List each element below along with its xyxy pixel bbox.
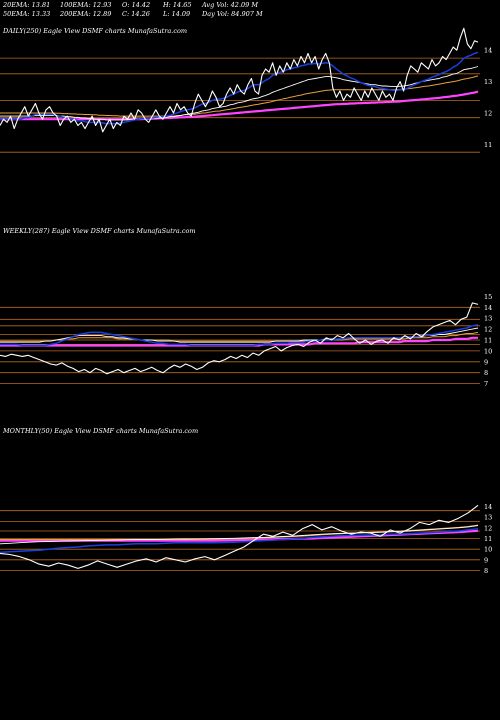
ema200-stat: 200EMA: 12.89: [60, 10, 112, 18]
daily-y-tick-1: 12: [484, 110, 492, 118]
monthly-y-tick-6: 14: [484, 503, 492, 511]
weekly-y-tick-1: 8: [484, 369, 488, 377]
monthly-y-tick-3: 11: [484, 535, 492, 543]
daily-y-tick-0: 11: [484, 141, 492, 149]
weekly-y-tick-8: 15: [484, 293, 492, 301]
weekly-y-tick-6: 13: [484, 315, 492, 323]
ema20-stat: 20EMA: 13.81: [3, 1, 51, 9]
weekly-y-tick-2: 9: [484, 358, 488, 366]
weekly-ema100-line: [0, 331, 479, 342]
weekly-y-tick-5: 12: [484, 326, 492, 334]
weekly-price-line: [0, 302, 479, 375]
monthly-ema50-line: [0, 525, 479, 545]
monthly-y-tick-1: 9: [484, 556, 488, 564]
monthly-y-tick-2: 10: [484, 546, 492, 554]
monthly-y-tick-4: 12: [484, 524, 492, 532]
weekly-chart: WEEKLY(287) Eagle View DSMF charts Munaf…: [0, 227, 492, 388]
daily-ema200-line: [0, 90, 479, 121]
monthly-title: MONTHLY(50) Eagle View DSMF charts Munaf…: [2, 427, 198, 435]
weekly-y-tick-3: 10: [484, 347, 492, 355]
daily-title: DAILY(250) Eagle View DSMF charts Munafa…: [2, 27, 187, 35]
monthly-y-tick-5: 13: [484, 514, 492, 522]
ema50-stat: 50EMA: 13.33: [3, 10, 51, 18]
daily-ema50-line: [0, 66, 479, 121]
monthly-ema20-line: [0, 528, 479, 554]
weekly-y-tick-0: 7: [484, 380, 488, 388]
day-vol-stat: Day Vol: 84.907 M: [202, 10, 263, 18]
weekly-ema20-line: [0, 323, 479, 347]
high-stat: H: 14.65: [163, 1, 192, 9]
avg-vol-stat: Avg Vol: 42.09 M: [202, 1, 259, 9]
weekly-y-tick-4: 11: [484, 337, 492, 345]
daily-y-tick-3: 14: [484, 47, 492, 55]
daily-ema20-line: [0, 51, 479, 125]
weekly-y-tick-7: 14: [484, 304, 492, 312]
monthly-ema100-line: [0, 524, 479, 540]
daily-chart: DAILY(250) Eagle View DSMF charts Munafa…: [0, 27, 492, 153]
ema100-stat: 100EMA: 12.93: [60, 1, 112, 9]
monthly-price-line: [0, 504, 479, 569]
stats-header: 20EMA: 13.81 100EMA: 12.93 O: 14.42 H: 1…: [0, 0, 500, 20]
close-stat: C: 14.26: [122, 10, 150, 18]
daily-y-tick-2: 13: [484, 78, 492, 86]
open-stat: O: 14.42: [122, 1, 151, 9]
weekly-title: WEEKLY(287) Eagle View DSMF charts Munaf…: [3, 227, 196, 235]
monthly-chart: MONTHLY(50) Eagle View DSMF charts Munaf…: [0, 427, 492, 575]
monthly-y-tick-0: 8: [484, 567, 488, 575]
low-stat: L: 14.09: [163, 10, 191, 18]
daily-price-line: [0, 27, 479, 133]
daily-ema100-line: [0, 75, 479, 117]
